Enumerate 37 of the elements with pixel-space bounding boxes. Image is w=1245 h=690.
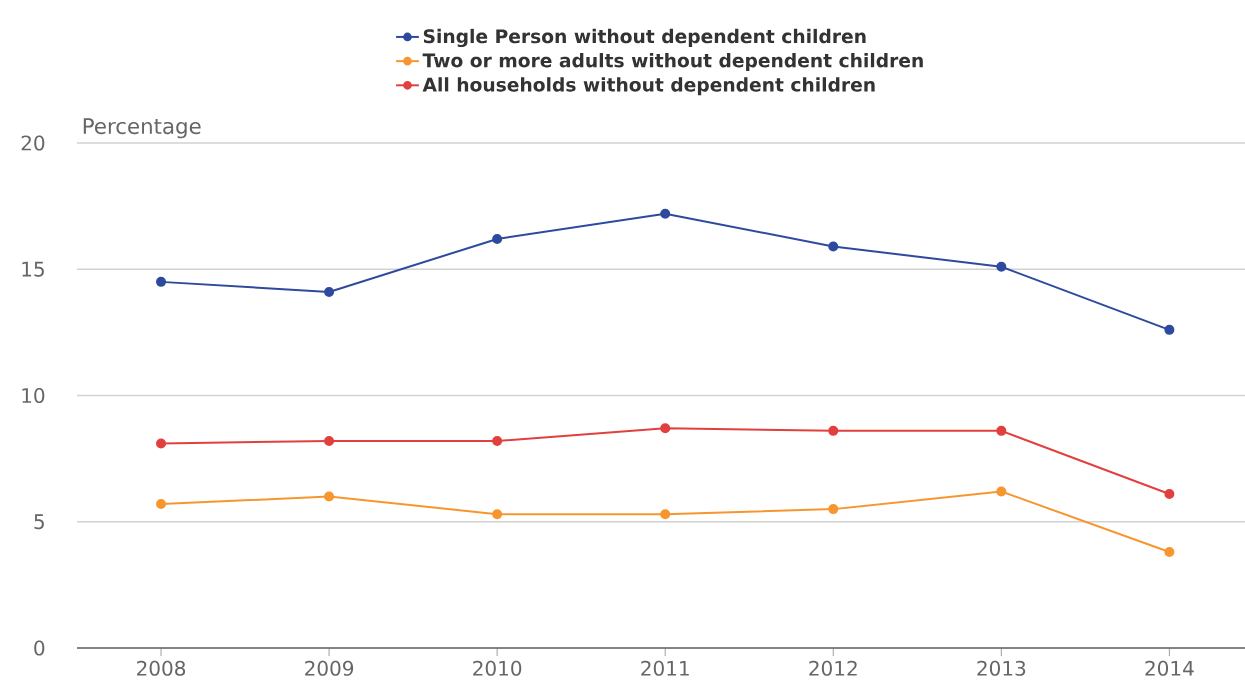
point: [156, 276, 167, 287]
x-tick-label: 2010: [473, 660, 522, 676]
y-tick-label: 20: [21, 135, 45, 151]
y-tick-label: 10: [22, 387, 45, 404]
point: [1164, 488, 1175, 499]
x-tick-label: 2008: [137, 660, 186, 676]
y-axis-title: Percentage: [83, 118, 201, 139]
point: [660, 208, 671, 219]
x-tick-label: 2011: [641, 660, 689, 676]
point: [828, 425, 839, 436]
x-tick-label: 2009: [305, 660, 354, 676]
point: [1164, 547, 1175, 558]
point: [660, 509, 671, 520]
legend-label: Single Person without dependent children: [423, 28, 866, 48]
x-tick-label: 2014: [1145, 660, 1194, 676]
point: [324, 435, 335, 446]
point: [996, 425, 1007, 436]
point: [828, 504, 839, 515]
point: [828, 241, 839, 252]
legend-label: Two or more adults without dependent children: [422, 53, 923, 72]
legend-label: All households without dependent children: [422, 77, 875, 96]
y-tick-label: 0: [34, 640, 45, 656]
point: [492, 233, 503, 244]
point: [1164, 324, 1175, 335]
point: [492, 509, 503, 520]
y-tick-label: 5: [34, 514, 44, 530]
point: [156, 438, 167, 449]
point: [324, 286, 335, 297]
point: [324, 491, 335, 502]
point: [996, 486, 1007, 497]
point: [660, 423, 671, 434]
point: [492, 435, 503, 446]
point: [156, 499, 167, 510]
x-tick-label: 2013: [977, 660, 1026, 676]
point: [996, 261, 1007, 272]
y-tick-label: 15: [22, 261, 44, 277]
x-tick-label: 2012: [809, 660, 857, 676]
